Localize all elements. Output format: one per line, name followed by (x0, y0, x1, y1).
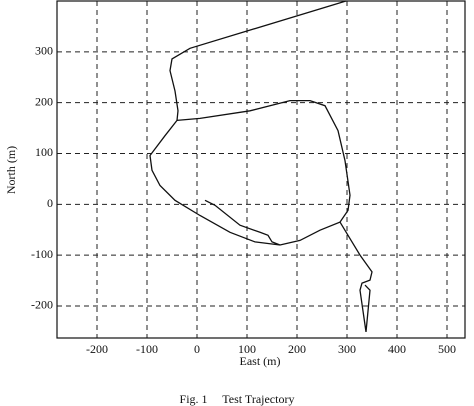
plot-frame (56, 0, 466, 339)
y-tick-label: -100 (31, 247, 53, 261)
y-tick-label: 100 (35, 145, 53, 159)
x-tick-label: 400 (388, 342, 406, 356)
y-tick-label: -200 (31, 298, 53, 312)
y-tick-label: 200 (35, 94, 53, 108)
x-tick-label: 0 (194, 342, 200, 356)
x-tick-label: 500 (438, 342, 456, 356)
y-axis-label: North (m) (4, 146, 18, 194)
trajectory-line (149, 0, 373, 332)
y-tick-label: 300 (35, 44, 53, 58)
caption: Fig. 1 Test Trajectory (180, 392, 295, 406)
x-tick-label: -100 (136, 342, 158, 356)
x-tick-label: 100 (238, 342, 256, 356)
x-tick-label: 200 (288, 342, 306, 356)
x-axis-label: East (m) (240, 354, 281, 368)
x-tick-label: -200 (86, 342, 108, 356)
x-tick-label: 300 (338, 342, 356, 356)
y-tick-label: 0 (47, 196, 53, 210)
